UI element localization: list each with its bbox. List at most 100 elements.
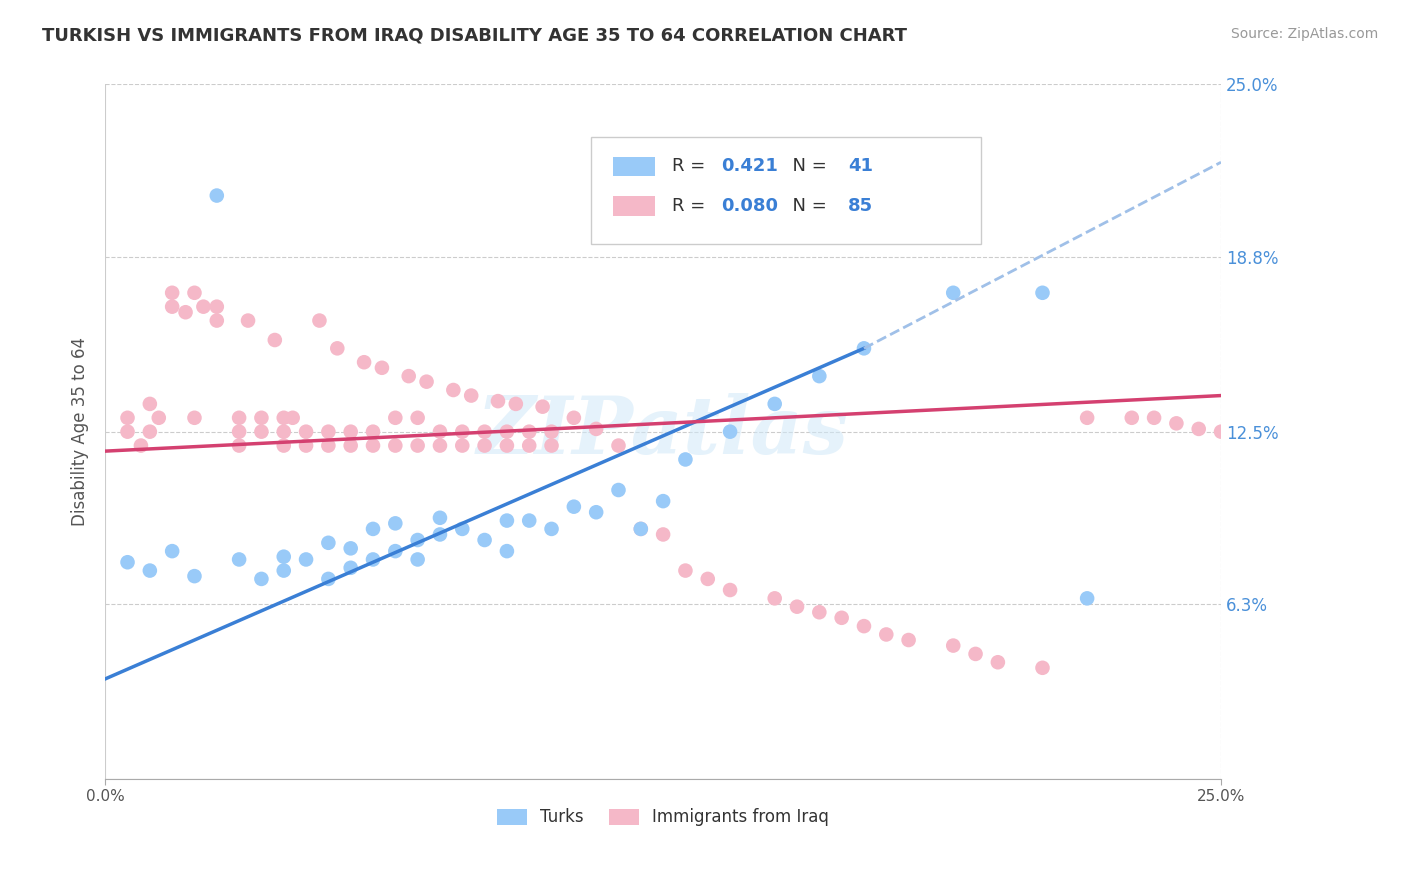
Point [1031, 285, 1053, 300]
Point [531, 400, 554, 414]
Point [517, 439, 540, 453]
Point [183, 285, 205, 300]
Point [273, 439, 295, 453]
Point [263, 333, 285, 347]
Point [326, 342, 349, 356]
Point [295, 439, 318, 453]
Point [540, 425, 562, 439]
Point [384, 544, 406, 558]
Point [308, 313, 330, 327]
Point [139, 425, 162, 439]
Point [1209, 425, 1232, 439]
Point [236, 313, 259, 327]
Point [942, 639, 965, 653]
Point [965, 647, 987, 661]
Point [183, 569, 205, 583]
Point [852, 342, 875, 356]
Point [318, 572, 340, 586]
Point [696, 572, 718, 586]
Text: N =: N = [782, 157, 832, 176]
Point [139, 564, 162, 578]
Point [318, 439, 340, 453]
Point [339, 439, 361, 453]
Point [441, 383, 464, 397]
Point [897, 633, 920, 648]
Point [205, 313, 228, 327]
Point [339, 425, 361, 439]
FancyBboxPatch shape [613, 196, 655, 216]
Point [562, 410, 585, 425]
Point [273, 410, 295, 425]
Point [339, 541, 361, 556]
Text: 0.421: 0.421 [721, 157, 778, 176]
Point [406, 552, 429, 566]
Point [318, 536, 340, 550]
Text: R =: R = [672, 157, 711, 176]
Point [183, 410, 205, 425]
Point [353, 355, 375, 369]
Point [942, 285, 965, 300]
Point [148, 410, 170, 425]
Point [406, 439, 429, 453]
Point [496, 514, 519, 528]
Point [607, 439, 630, 453]
Point [652, 527, 675, 541]
Point [361, 522, 384, 536]
FancyBboxPatch shape [613, 157, 655, 176]
Text: R =: R = [672, 197, 711, 215]
Point [496, 439, 519, 453]
Point [139, 397, 162, 411]
Point [1076, 591, 1098, 606]
Point [630, 522, 652, 536]
Text: TURKISH VS IMMIGRANTS FROM IRAQ DISABILITY AGE 35 TO 64 CORRELATION CHART: TURKISH VS IMMIGRANTS FROM IRAQ DISABILI… [42, 27, 907, 45]
Legend: Turks, Immigrants from Iraq: Turks, Immigrants from Iraq [491, 802, 837, 833]
Point [406, 533, 429, 547]
Point [429, 527, 451, 541]
Point [1076, 410, 1098, 425]
Point [1166, 417, 1188, 431]
Point [630, 522, 652, 536]
Point [228, 552, 250, 566]
Point [384, 410, 406, 425]
Text: 85: 85 [848, 197, 873, 215]
Text: 41: 41 [848, 157, 873, 176]
Point [371, 360, 394, 375]
Point [361, 552, 384, 566]
Point [361, 439, 384, 453]
Point [496, 544, 519, 558]
Point [406, 410, 429, 425]
Point [429, 439, 451, 453]
Point [160, 300, 183, 314]
Point [652, 494, 675, 508]
Point [486, 394, 509, 409]
FancyBboxPatch shape [591, 136, 981, 244]
Point [585, 422, 607, 436]
Point [786, 599, 808, 614]
Point [250, 572, 273, 586]
Point [451, 425, 474, 439]
Point [361, 425, 384, 439]
Text: 0.080: 0.080 [721, 197, 778, 215]
Point [718, 425, 741, 439]
Point [250, 425, 273, 439]
Point [117, 410, 139, 425]
Point [607, 483, 630, 497]
Point [415, 375, 437, 389]
Point [763, 397, 786, 411]
Point [675, 452, 697, 467]
Point [1143, 410, 1166, 425]
Point [460, 388, 482, 402]
Point [675, 564, 697, 578]
Point [117, 555, 139, 569]
Point [273, 564, 295, 578]
Point [852, 619, 875, 633]
Point [474, 439, 496, 453]
Point [160, 285, 183, 300]
Point [295, 552, 318, 566]
Text: Source: ZipAtlas.com: Source: ZipAtlas.com [1230, 27, 1378, 41]
Point [384, 439, 406, 453]
Point [117, 425, 139, 439]
Point [228, 425, 250, 439]
Point [398, 369, 420, 384]
Point [339, 561, 361, 575]
